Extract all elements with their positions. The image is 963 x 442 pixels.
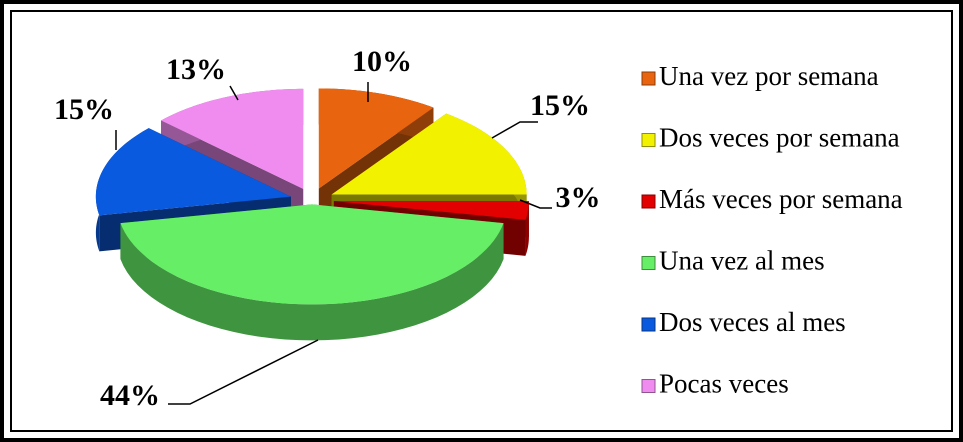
legend-swatch	[641, 194, 656, 209]
slice	[331, 113, 527, 195]
slice	[318, 88, 434, 189]
legend-swatch	[641, 133, 656, 147]
legend-label: Dos veces por semana	[659, 123, 900, 153]
slice	[161, 88, 304, 189]
leader-line	[491, 121, 538, 139]
value-label: 13%	[166, 53, 226, 86]
value-label: 15%	[54, 93, 114, 126]
slice	[333, 201, 529, 220]
slice-side	[120, 223, 504, 341]
value-label: 3%	[556, 181, 601, 214]
leader-line	[168, 339, 319, 405]
slice	[95, 128, 291, 216]
legend-label: Una vez por semana	[659, 61, 879, 91]
legend-swatch	[641, 256, 656, 270]
value-label: 15%	[530, 89, 590, 122]
legend-label: Una vez al mes	[659, 246, 825, 276]
leader-line	[229, 85, 239, 101]
slice	[120, 204, 504, 305]
legend-swatch	[641, 71, 656, 86]
value-label: 44%	[100, 379, 160, 412]
legend-swatch	[641, 379, 656, 393]
value-label: 10%	[352, 45, 412, 78]
legend-swatch	[641, 317, 656, 332]
legend-label: Pocas veces	[659, 369, 789, 399]
leader-line	[519, 199, 552, 209]
legend-label: Más veces por semana	[659, 184, 903, 214]
legend-label: Dos veces al mes	[659, 307, 846, 337]
slice-side	[525, 201, 529, 256]
